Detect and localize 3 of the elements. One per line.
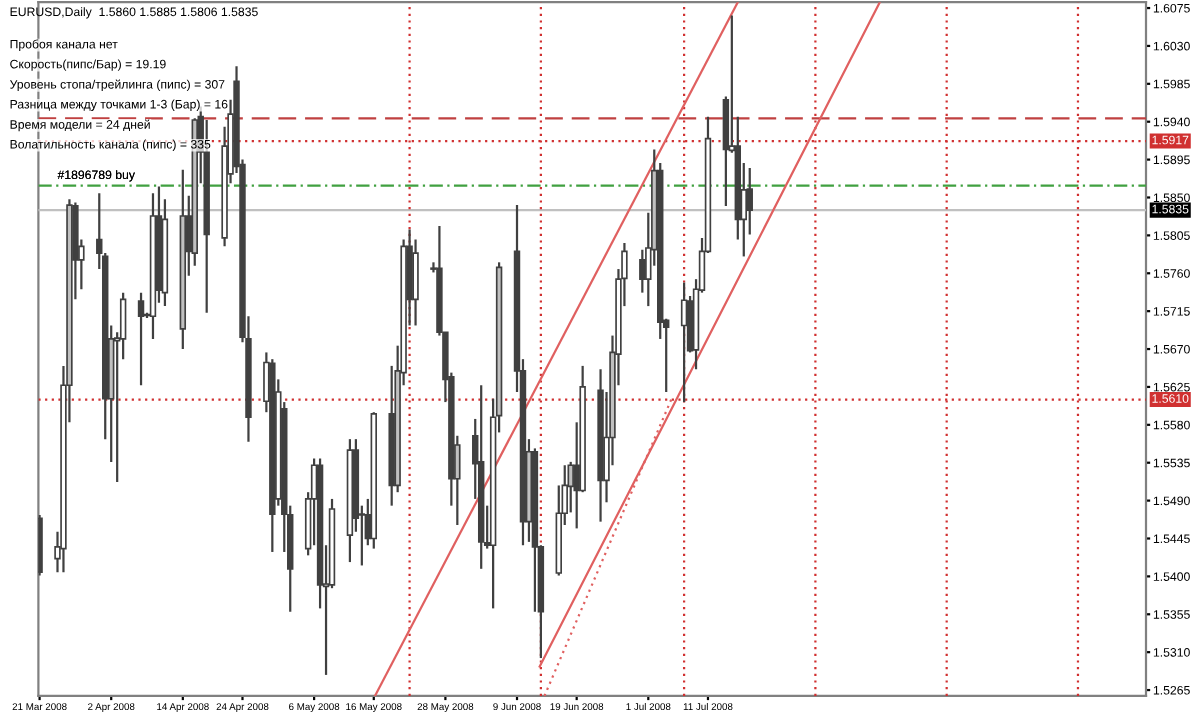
candlestick: [639, 248, 646, 294]
candlestick: [680, 281, 688, 404]
candlestick: [137, 291, 145, 387]
